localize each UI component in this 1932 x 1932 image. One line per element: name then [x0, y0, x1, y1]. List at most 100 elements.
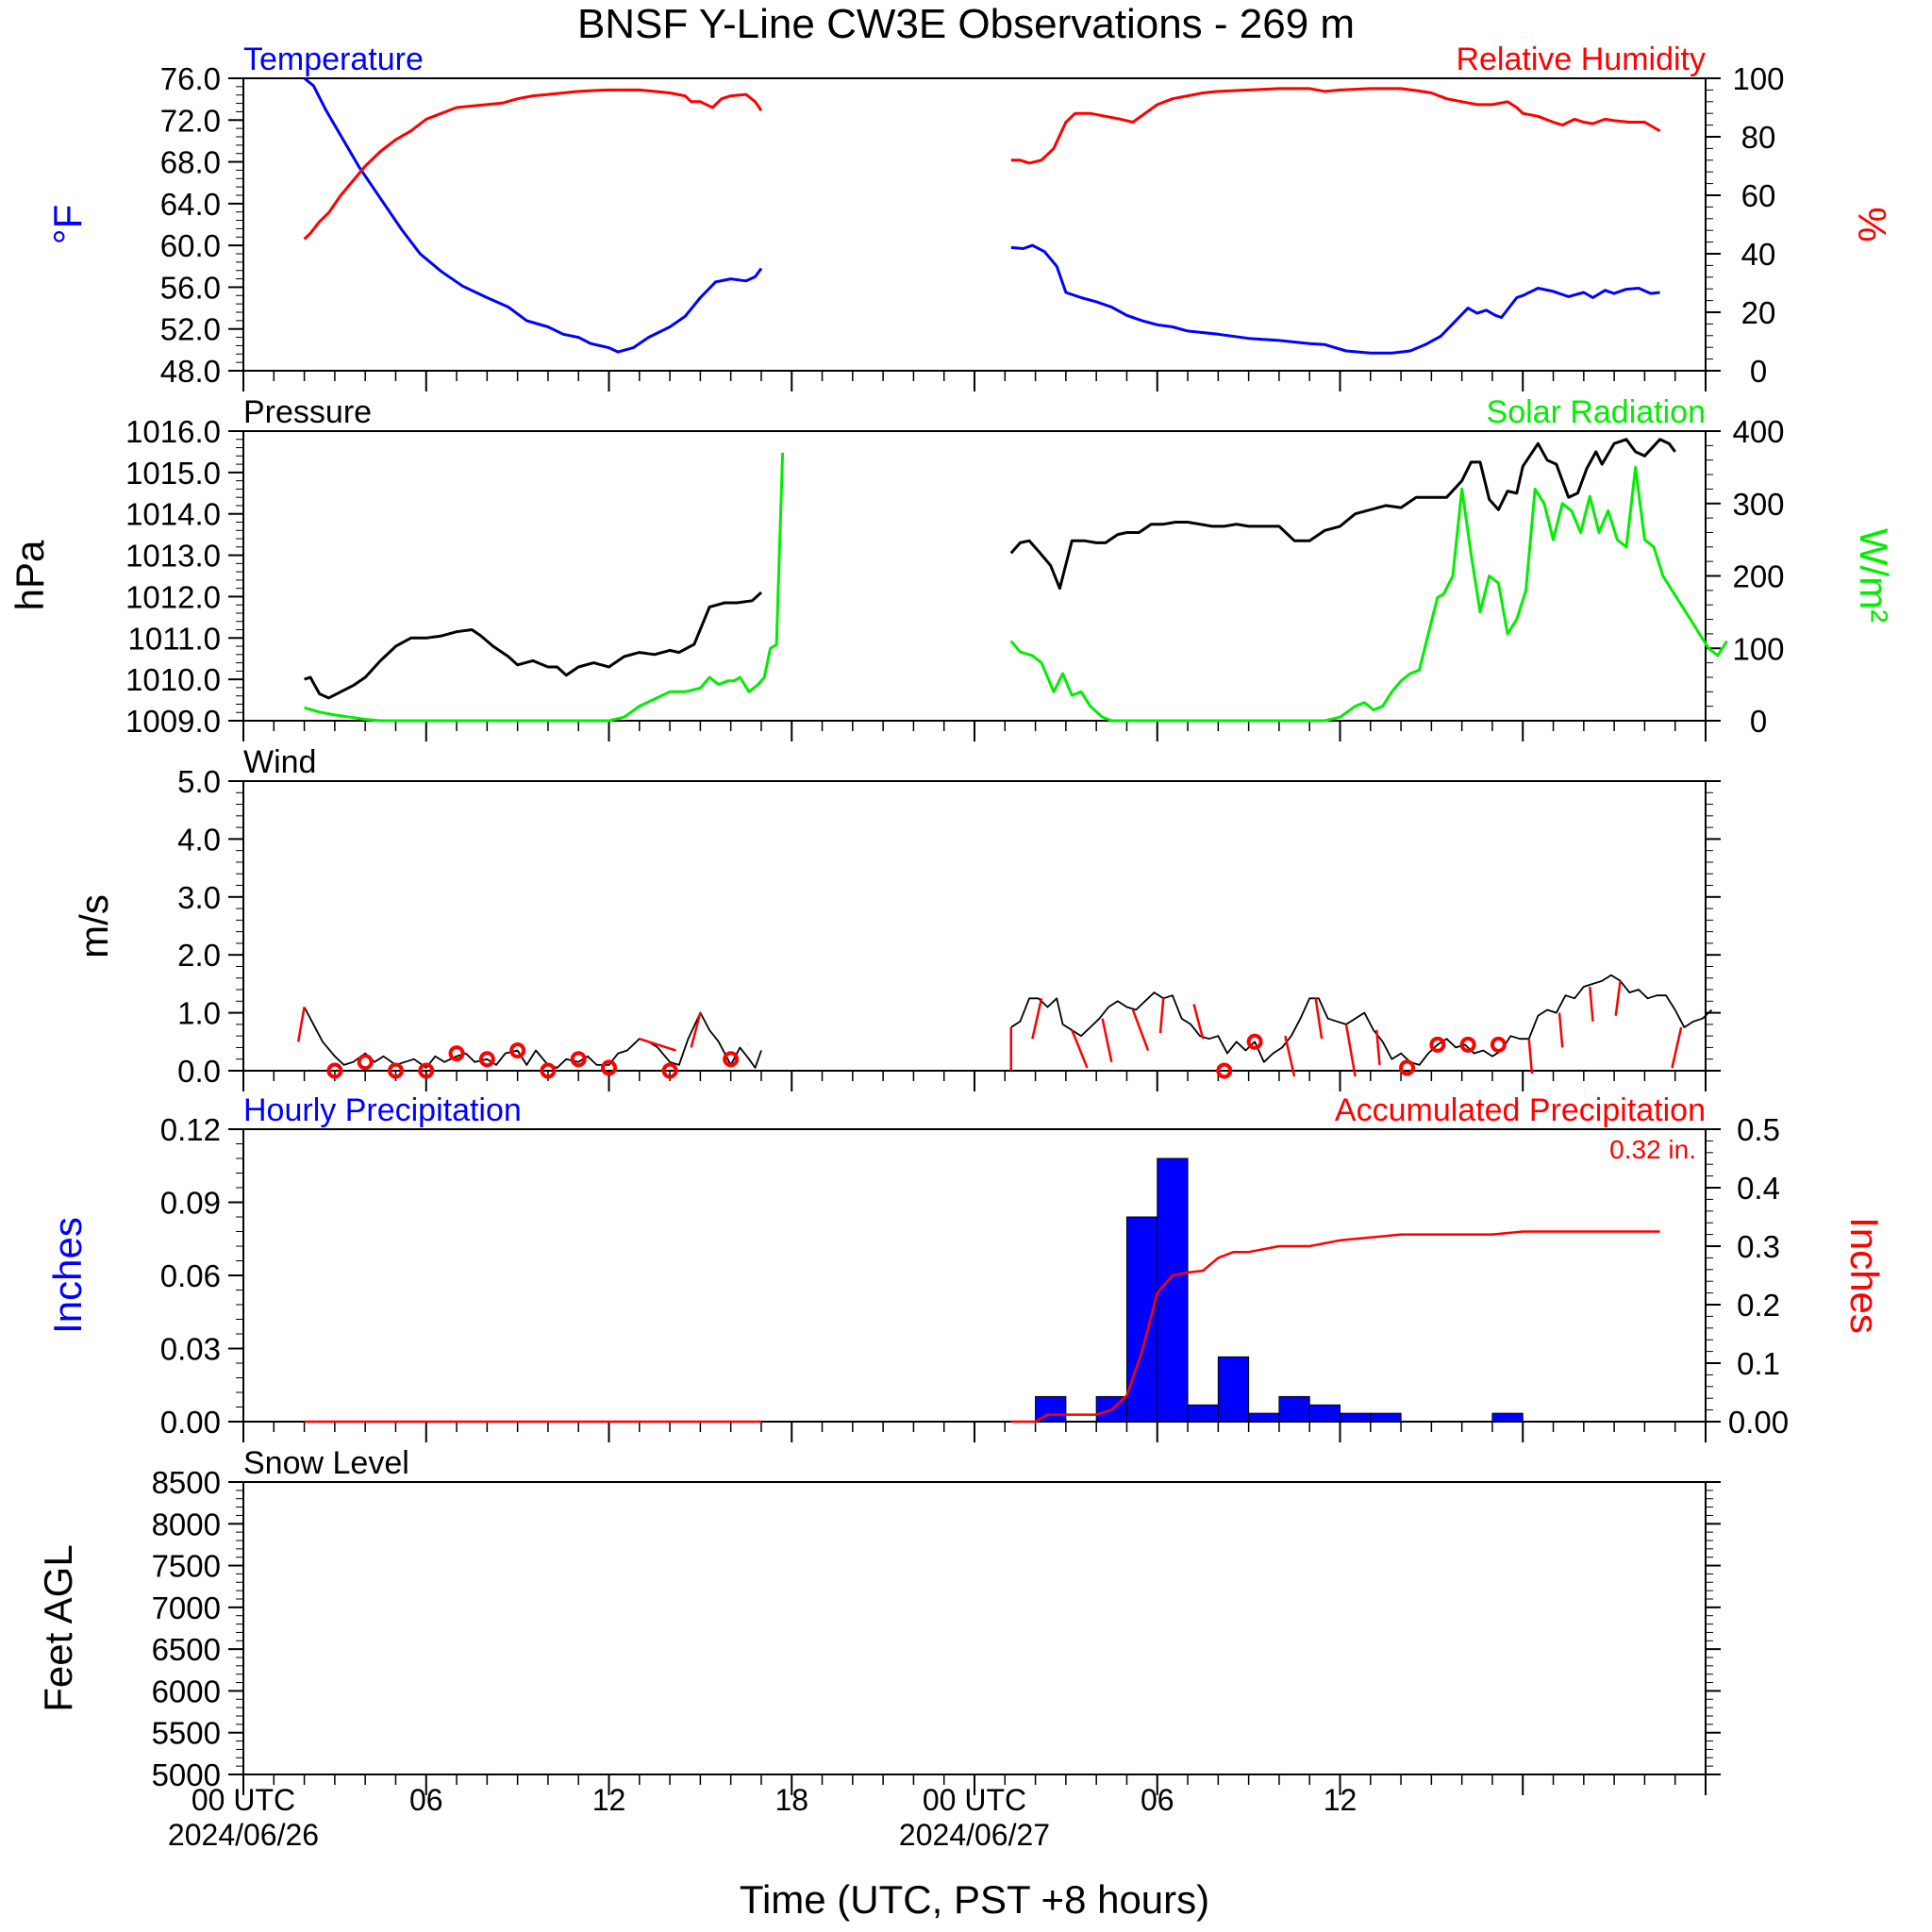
x-tick-label: 18: [774, 1783, 808, 1817]
pressure-axis-label: hPa: [8, 540, 52, 610]
panel-snow: Snow Level Feet AGL 8500 8000 7500 7000 6500…: [36, 1445, 1721, 1852]
precip-bar: [1157, 1158, 1189, 1423]
humidity-axis-label: %: [1850, 207, 1894, 242]
left-tick-label: 0.00: [160, 1405, 221, 1440]
figure-title: BNSF Y-Line CW3E Observations - 269 m: [577, 1, 1355, 47]
left-tick-label: 76.0: [160, 61, 221, 96]
solar-axis-label: W/m²: [1852, 528, 1896, 623]
right-tick-label: 100: [1732, 631, 1784, 666]
wind-vector: [1131, 1009, 1150, 1051]
x-tick-date-label: 2024/06/27: [899, 1818, 1050, 1852]
right-tick-label: 20: [1741, 295, 1776, 330]
pressure-title: Pressure: [243, 394, 372, 430]
humidity-line: [1010, 87, 1661, 165]
x-axis-label: Time (UTC, PST +8 hours): [740, 1877, 1209, 1922]
left-tick-label: 0.09: [160, 1186, 221, 1221]
left-tick-label: 64.0: [160, 187, 221, 222]
left-tick-label: 48.0: [160, 354, 221, 389]
calm-wind-marker: [448, 1045, 465, 1062]
x-tick-label: 12: [592, 1783, 626, 1817]
snow-axis-label: Feet AGL: [36, 1544, 80, 1711]
precip-bar: [1278, 1395, 1310, 1423]
right-tick-label: 0.1: [1737, 1346, 1780, 1381]
left-tick-label: 6000: [152, 1674, 221, 1708]
calm-wind-marker: [387, 1062, 404, 1079]
wind-vector: [1344, 1024, 1357, 1077]
wind-vector: [1031, 997, 1043, 1040]
calm-wind-marker: [509, 1042, 526, 1059]
temperature-axis-label: °F: [45, 205, 90, 244]
calm-wind-marker: [1246, 1033, 1263, 1050]
left-tick-label: 0.0: [177, 1054, 221, 1089]
left-tick-label: 1009.0: [125, 704, 221, 739]
left-tick-label: 3.0: [177, 880, 221, 915]
right-tick-label: 80: [1741, 120, 1776, 155]
wind-vector: [1589, 986, 1594, 1022]
precip-bar: [1187, 1404, 1219, 1423]
left-tick-label: 68.0: [160, 145, 221, 180]
left-tick-label: 1.0: [177, 996, 221, 1031]
wind-vector: [639, 1038, 676, 1052]
calm-wind-marker: [1399, 1059, 1416, 1076]
accum-precip-line: [1010, 1230, 1660, 1424]
wind-vector: [1284, 1035, 1296, 1077]
calm-wind-marker: [723, 1051, 740, 1068]
left-tick-label: 5000: [152, 1757, 221, 1792]
left-tick-label: 0.12: [160, 1112, 221, 1147]
left-tick-label: 5.0: [177, 764, 221, 799]
x-tick-label: 00 UTC: [192, 1783, 295, 1817]
calm-wind-marker: [601, 1059, 617, 1076]
precip-bar: [1217, 1356, 1250, 1423]
x-tick-date-label: 2024/06/26: [168, 1818, 319, 1852]
solar-title: Solar Radiation: [1487, 394, 1706, 430]
right-tick-label: 0.3: [1737, 1229, 1780, 1264]
right-tick-label: 100: [1732, 61, 1784, 96]
solar-line: [304, 452, 785, 723]
right-tick-label: 0: [1750, 704, 1767, 739]
solar-line: [1009, 465, 1728, 723]
wind-vector: [1671, 1026, 1683, 1069]
right-tick-label: 400: [1732, 414, 1784, 449]
pressure-line: [1009, 438, 1676, 591]
wind-title: Wind: [243, 744, 316, 780]
left-tick-label: 8500: [152, 1465, 221, 1500]
left-tick-label: 0.06: [160, 1258, 221, 1293]
precip-bar: [1340, 1412, 1372, 1423]
pressure-line: [304, 591, 763, 700]
calm-wind-marker: [570, 1051, 587, 1068]
x-tick-label: 06: [409, 1783, 443, 1817]
left-tick-label: 0.03: [160, 1332, 221, 1367]
left-tick-label: 1014.0: [125, 497, 221, 532]
wind-vector: [1314, 998, 1324, 1040]
calm-wind-marker: [540, 1062, 557, 1079]
wind-vector: [1101, 1018, 1113, 1063]
left-tick-label: 1010.0: [125, 662, 221, 697]
left-tick-label: 7000: [152, 1591, 221, 1625]
right-tick-label: 0.2: [1737, 1288, 1780, 1323]
left-tick-label: 2.0: [177, 938, 221, 973]
precip-bar: [1491, 1412, 1524, 1423]
humidity-line: [303, 88, 763, 241]
panel-pressure-solar: Pressure Solar Radiation hPa W/m² 1016.0…: [8, 394, 1896, 741]
left-tick-label: 1015.0: [125, 456, 221, 491]
wind-speed-line: [303, 1007, 762, 1069]
precip-bar: [1248, 1412, 1280, 1423]
wind-vector: [1614, 980, 1622, 1016]
left-tick-label: 1011.0: [128, 621, 221, 656]
calm-wind-marker: [1216, 1062, 1233, 1079]
calm-wind-marker: [357, 1054, 374, 1071]
precip-bar: [1370, 1412, 1402, 1423]
panel-wind: Wind m/s 5.0 4.0 3.0 2.0 1.0 0.0: [72, 744, 1721, 1091]
panel-temp-rh: Temperature Relative Humidity °F % 76.0 7…: [45, 42, 1894, 391]
total-precip-label: 0.32 in.: [1609, 1135, 1696, 1164]
temperature-line: [303, 76, 763, 354]
calm-wind-marker: [1459, 1036, 1476, 1053]
calm-wind-marker: [1490, 1036, 1507, 1053]
hourly-precip-title: Hourly Precipitation: [243, 1092, 522, 1128]
left-tick-label: 52.0: [160, 312, 221, 347]
wind-vector: [690, 1012, 702, 1048]
wind-axis-label: m/s: [72, 894, 116, 958]
precip-bar: [1125, 1216, 1158, 1423]
left-tick-label: 4.0: [177, 822, 221, 857]
